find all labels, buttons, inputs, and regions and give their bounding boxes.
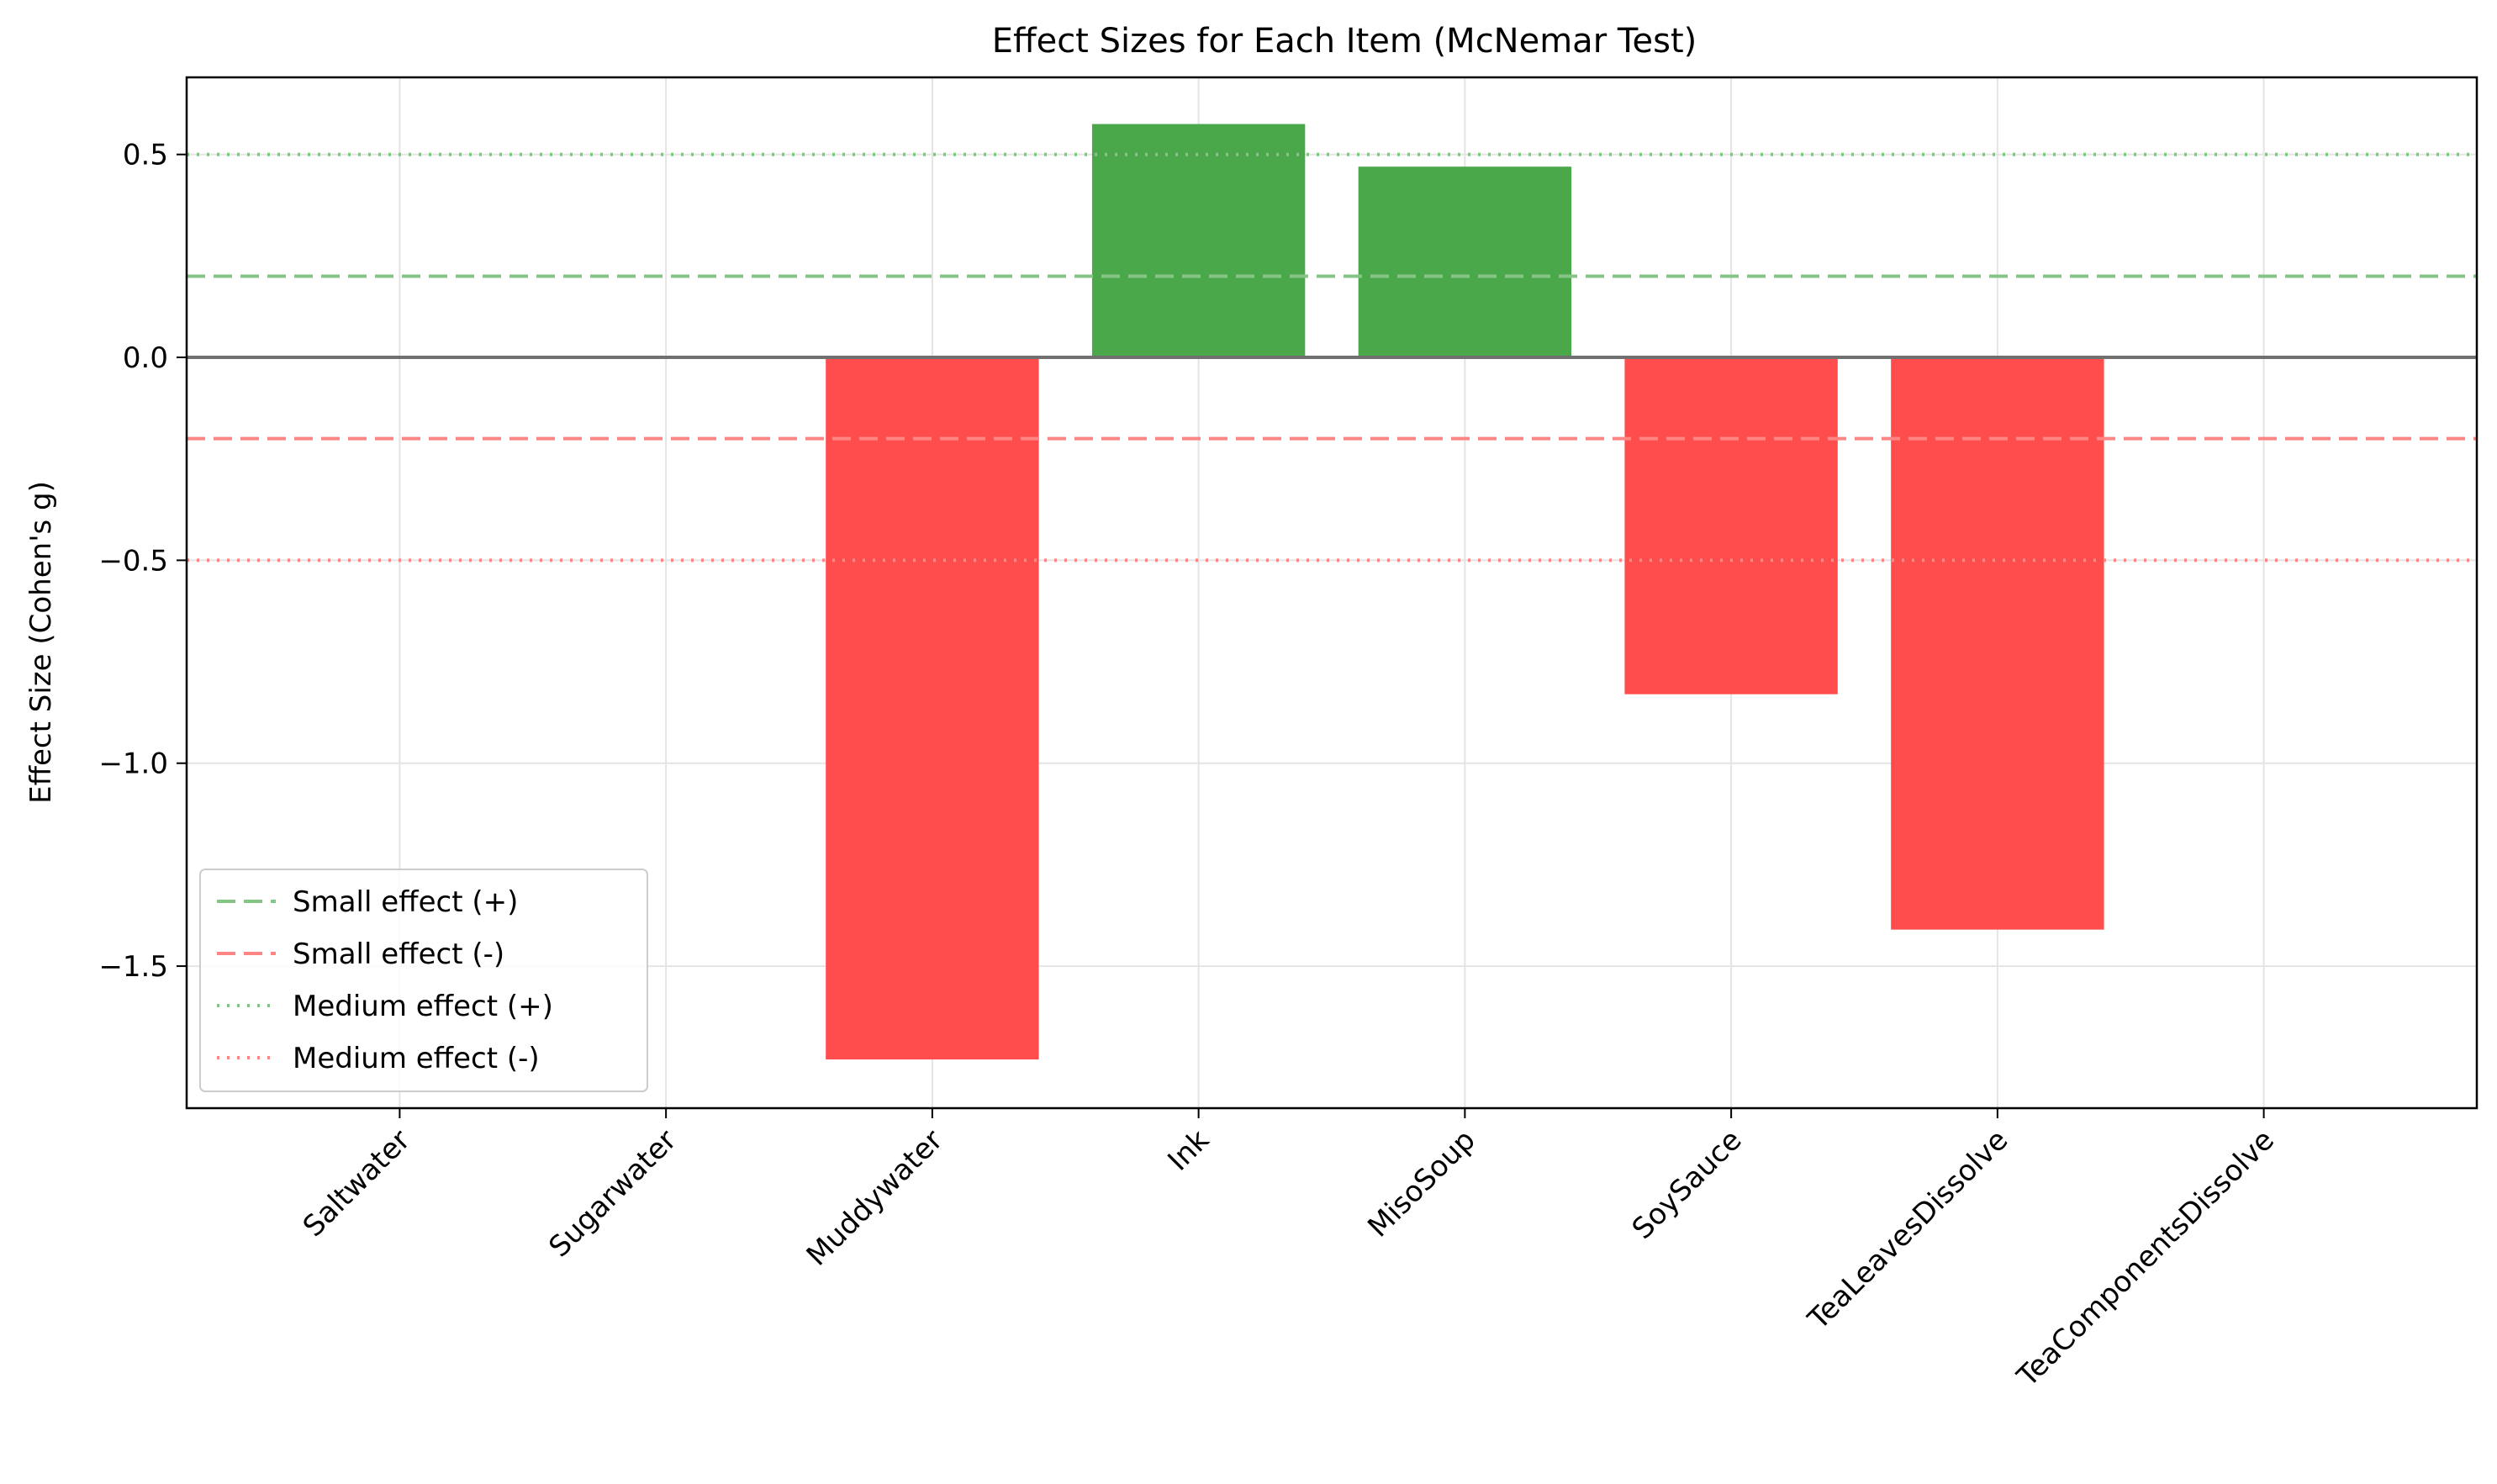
bar xyxy=(1624,357,1838,694)
y-tick-label: −1.0 xyxy=(98,747,168,781)
y-axis: 0.5 0.0 −0.5 −1.0 −1.5 xyxy=(98,139,187,984)
y-tick-label: −0.5 xyxy=(98,544,168,578)
chart-title: Effect Sizes for Each Item (McNemar Test… xyxy=(992,22,1697,61)
bar xyxy=(1891,357,2104,930)
legend-label: Medium effect (-) xyxy=(293,1042,540,1075)
bar xyxy=(1091,124,1306,358)
legend-box xyxy=(199,869,648,1092)
legend-label: Small effect (+) xyxy=(293,885,518,919)
legend: Small effect (+) Small effect (-) Medium e… xyxy=(199,869,648,1092)
y-tick-label: 0.0 xyxy=(123,341,168,375)
y-tick-label: 0.5 xyxy=(123,139,168,172)
plot-frame xyxy=(185,76,2479,1110)
legend-label: Small effect (-) xyxy=(293,937,504,971)
bar xyxy=(1358,166,1572,358)
y-axis-label: Effect Size (Cohen's g) xyxy=(24,481,58,804)
bar xyxy=(826,357,1039,1060)
legend-label: Medium effect (+) xyxy=(293,990,553,1023)
reference-lines xyxy=(187,152,2477,562)
bars xyxy=(826,124,2104,1060)
y-tick-label: −1.5 xyxy=(98,950,168,984)
